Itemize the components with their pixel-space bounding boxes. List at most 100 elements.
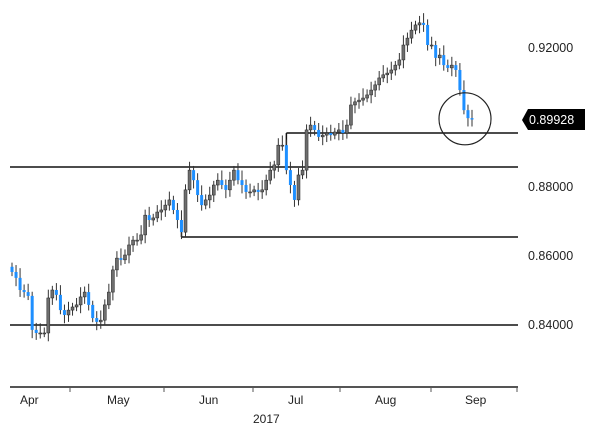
- candle-body: [446, 65, 450, 68]
- x-tick-label-sep: Sep: [465, 393, 487, 407]
- candle-body: [458, 69, 462, 91]
- candle-body: [397, 59, 402, 66]
- candle: [212, 180, 216, 202]
- candle-body: [123, 254, 127, 261]
- candle-body: [341, 129, 345, 134]
- candle: [30, 291, 34, 339]
- candle: [272, 160, 277, 179]
- candle: [139, 225, 143, 245]
- candle-body: [393, 64, 398, 71]
- candle: [58, 285, 62, 315]
- y-tick-label-0880: 0.88000: [528, 180, 573, 194]
- candle: [393, 60, 398, 76]
- candle: [417, 15, 422, 34]
- candle: [26, 283, 30, 301]
- candle-body: [159, 209, 164, 213]
- candle-body: [244, 185, 248, 192]
- candle: [22, 284, 26, 298]
- candle: [450, 56, 454, 77]
- candle: [284, 139, 288, 175]
- candle: [442, 45, 446, 71]
- candle: [18, 268, 22, 297]
- candle-body: [139, 234, 143, 241]
- candle: [14, 265, 18, 287]
- candle: [296, 168, 301, 206]
- candle: [99, 310, 103, 329]
- candle-body: [268, 169, 272, 181]
- candle: [42, 327, 47, 338]
- candle: [135, 233, 139, 246]
- candle-body: [369, 89, 373, 96]
- candle: [256, 182, 260, 201]
- y-tick-label-0840: 0.84000: [528, 318, 573, 332]
- candles: [10, 13, 474, 342]
- candle-body: [87, 292, 91, 305]
- candle: [175, 203, 179, 229]
- candle: [405, 32, 410, 52]
- candle: [426, 19, 430, 51]
- candle: [244, 179, 248, 199]
- candle: [203, 194, 208, 210]
- candle: [50, 285, 55, 305]
- candle-body: [248, 191, 252, 194]
- candle-body: [46, 297, 51, 334]
- candle-body: [66, 309, 71, 316]
- last-price-label: 0.89928: [529, 113, 574, 127]
- candle: [95, 311, 99, 331]
- candle-body: [179, 220, 183, 233]
- candle: [228, 171, 232, 197]
- candle: [369, 81, 373, 104]
- candle: [353, 97, 357, 114]
- candle: [341, 120, 345, 140]
- candle: [268, 161, 272, 185]
- candle-body: [220, 180, 224, 186]
- candle-body: [442, 55, 446, 66]
- candle-body: [292, 185, 296, 200]
- candle: [276, 138, 281, 172]
- candle: [401, 35, 406, 69]
- candle: [349, 96, 353, 130]
- candle-body: [313, 125, 317, 130]
- candle-body: [82, 291, 87, 298]
- y-tick-label-0920: 0.92000: [528, 41, 573, 55]
- candle-body: [54, 290, 58, 295]
- candle-body: [171, 199, 175, 210]
- candle-body: [454, 65, 458, 70]
- candle: [389, 61, 394, 81]
- candle-body: [42, 332, 47, 335]
- candle-body: [14, 271, 18, 278]
- candle: [38, 323, 42, 339]
- candle: [288, 161, 292, 194]
- candle-body: [329, 133, 333, 136]
- candle: [377, 71, 381, 91]
- candle-body: [50, 289, 55, 299]
- candle-body: [167, 199, 172, 206]
- candle: [308, 116, 313, 137]
- candle-body: [95, 318, 99, 322]
- candle: [200, 185, 204, 211]
- candle-body: [470, 118, 474, 120]
- candle: [224, 179, 228, 199]
- candle: [365, 89, 369, 103]
- candle: [337, 122, 341, 141]
- candle-body: [381, 74, 385, 79]
- candle-body: [377, 77, 381, 86]
- candle: [236, 163, 240, 185]
- x-axis-ticks: [69, 387, 518, 392]
- candle-body: [422, 22, 426, 25]
- candle: [240, 170, 244, 194]
- candle: [434, 40, 438, 67]
- candle: [361, 88, 365, 106]
- candle-body: [409, 29, 414, 39]
- candle-body: [119, 258, 123, 260]
- candle: [409, 21, 414, 44]
- candle: [78, 287, 83, 314]
- candle-body: [232, 169, 236, 181]
- candle: [317, 122, 321, 142]
- candle: [304, 124, 309, 179]
- candle: [103, 299, 107, 326]
- candle: [34, 322, 38, 340]
- candle-body: [345, 124, 349, 134]
- candle-body: [417, 22, 422, 26]
